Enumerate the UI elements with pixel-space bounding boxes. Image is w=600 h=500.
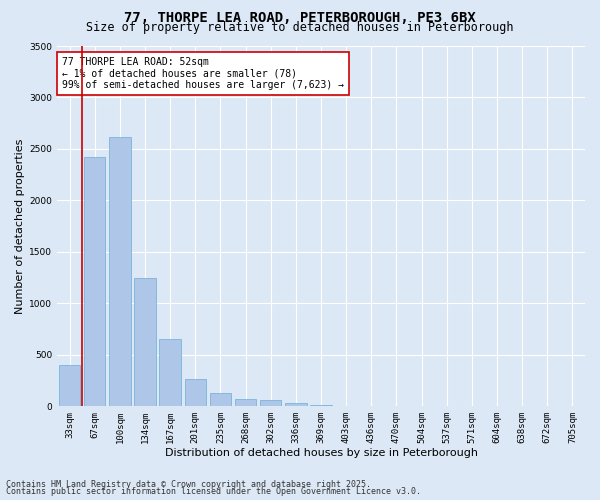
Bar: [310, 405, 332, 406]
Bar: [59, 365, 80, 406]
Text: 77, THORPE LEA ROAD, PETERBOROUGH, PE3 6BX: 77, THORPE LEA ROAD, PETERBOROUGH, PE3 6…: [124, 11, 476, 25]
Bar: [160, 340, 181, 406]
Y-axis label: Number of detached properties: Number of detached properties: [15, 138, 25, 314]
Text: 77 THORPE LEA ROAD: 52sqm
← 1% of detached houses are smaller (78)
99% of semi-d: 77 THORPE LEA ROAD: 52sqm ← 1% of detach…: [62, 57, 344, 90]
Text: Contains HM Land Registry data © Crown copyright and database right 2025.: Contains HM Land Registry data © Crown c…: [6, 480, 371, 489]
Text: Size of property relative to detached houses in Peterborough: Size of property relative to detached ho…: [86, 21, 514, 34]
Bar: [285, 403, 307, 406]
Bar: [185, 380, 206, 406]
Bar: [260, 400, 281, 406]
Bar: [134, 278, 156, 406]
Text: Contains public sector information licensed under the Open Government Licence v3: Contains public sector information licen…: [6, 487, 421, 496]
Bar: [210, 393, 231, 406]
Bar: [235, 399, 256, 406]
Bar: [84, 157, 106, 406]
X-axis label: Distribution of detached houses by size in Peterborough: Distribution of detached houses by size …: [164, 448, 478, 458]
Bar: [109, 136, 131, 406]
